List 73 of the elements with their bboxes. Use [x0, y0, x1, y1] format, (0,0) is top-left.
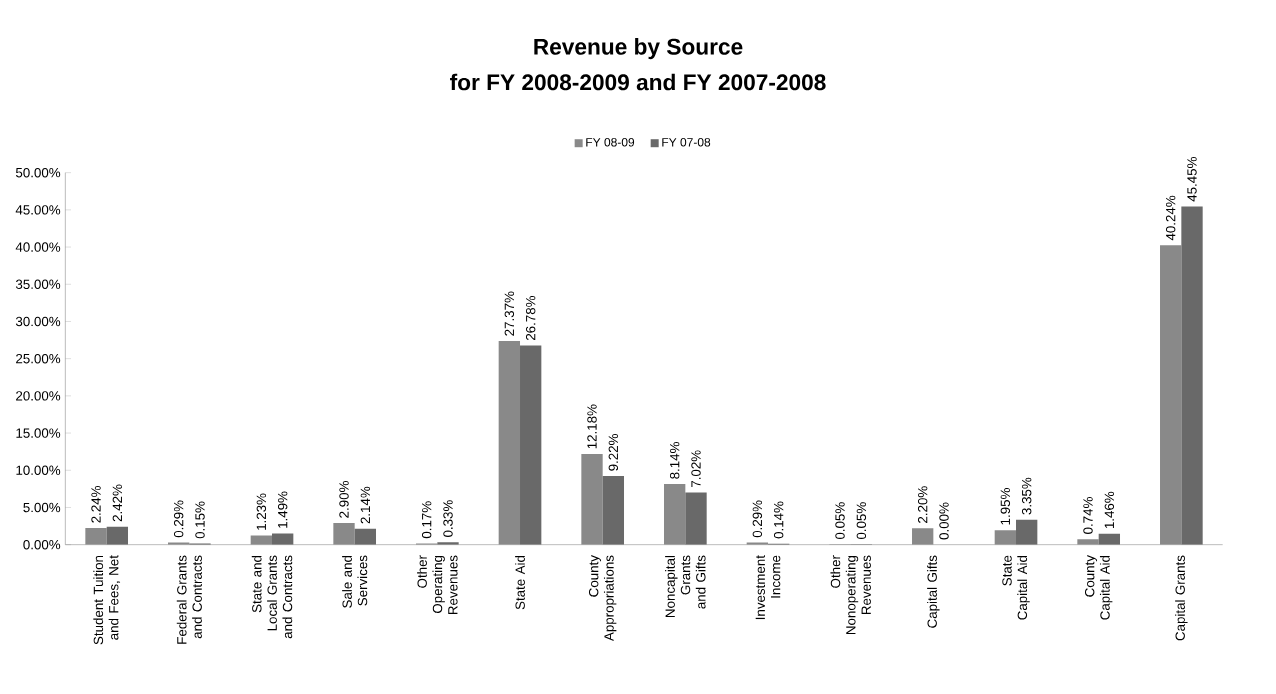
data-label: 12.18% — [587, 404, 597, 449]
data-label: 0.05% — [835, 502, 845, 540]
data-label: 0.14% — [773, 501, 784, 539]
bar — [1077, 539, 1099, 545]
y-tick-label: 40.00% — [15, 242, 61, 252]
data-label: 1.49% — [277, 491, 288, 528]
data-label: 0.17% — [421, 501, 432, 539]
chart-title: Revenue by Source — [534, 38, 743, 60]
data-label: 0.29% — [173, 500, 184, 538]
data-label: 2.24% — [91, 485, 101, 523]
data-label: 9.22% — [608, 434, 619, 471]
data-label: 1.46% — [1104, 491, 1115, 529]
y-tick-label: 45.00% — [15, 205, 61, 215]
x-tick-label: Capital Grants — [1175, 555, 1188, 641]
y-tick-label: 35.00% — [15, 279, 61, 289]
bar — [1181, 206, 1203, 545]
legend-label: FY 08-09 — [586, 138, 635, 147]
bar — [85, 528, 107, 545]
y-tick-label: 5.00% — [23, 502, 61, 513]
data-label: 7.02% — [691, 450, 701, 488]
data-label: 1.95% — [1000, 488, 1011, 525]
x-tick-label: Federal Grants and Contracts — [176, 555, 202, 644]
y-tick-label: 50.00% — [15, 167, 61, 178]
bar — [520, 345, 542, 545]
y-tick-label: 0.00% — [23, 539, 61, 550]
x-tick-label: Noncapital Grants and Gifts — [665, 555, 706, 617]
x-tick-label: Investment Income — [755, 555, 781, 620]
bar — [1160, 245, 1182, 545]
data-label: 0.15% — [195, 501, 205, 539]
data-label: 2.42% — [112, 484, 123, 522]
data-label: 3.35% — [1021, 477, 1032, 515]
bar — [1098, 533, 1121, 545]
bar — [664, 484, 686, 545]
x-tick-label: State Capital Aid — [1002, 555, 1030, 620]
y-tick-label: 30.00% — [15, 316, 61, 327]
x-tick-label: Sale and Services — [342, 555, 368, 608]
data-label: 27.37% — [504, 291, 515, 336]
data-label: 0.33% — [443, 500, 453, 537]
y-tick-label: 20.00% — [16, 391, 61, 401]
data-label: 2.14% — [360, 486, 371, 524]
bar — [106, 526, 129, 545]
data-label: 0.29% — [752, 500, 763, 538]
x-tick-label: County Appropriations — [588, 555, 617, 642]
data-label: 1.23% — [256, 493, 267, 530]
x-tick-label: Capital Gifts — [927, 555, 940, 628]
x-tick-label: Student Tuition and Fees, Net — [93, 555, 121, 645]
data-label: 2.90% — [339, 481, 349, 518]
y-tick-label: 25.00% — [16, 353, 61, 364]
bar — [498, 341, 521, 545]
data-label: 26.78% — [525, 295, 536, 341]
data-label: 0.00% — [939, 502, 949, 540]
data-label: 0.74% — [1083, 497, 1093, 534]
bar — [685, 492, 707, 545]
y-tick-label: 10.00% — [16, 465, 61, 475]
x-tick-label: State Aid — [515, 555, 525, 610]
bar — [333, 523, 355, 545]
bar — [994, 530, 1017, 545]
data-label: 40.24% — [1165, 195, 1176, 241]
data-label: 0.05% — [856, 502, 867, 540]
data-label: 2.20% — [917, 486, 928, 523]
x-tick-label: Other Operating Revenues — [417, 555, 458, 615]
x-tick-label: Other Nonoperating Revenues — [830, 555, 871, 635]
bar — [1016, 519, 1038, 545]
legend-label: FY 07-08 — [662, 138, 711, 147]
bar — [602, 476, 625, 545]
bar — [354, 528, 377, 545]
chart-subtitle: for FY 2008-2009 and FY 2007-2008 — [450, 73, 826, 91]
y-tick-label: 15.00% — [16, 428, 61, 438]
data-label: 45.45% — [1187, 157, 1197, 202]
bar — [912, 528, 934, 545]
x-tick-label: County Capital Aid — [1084, 555, 1113, 620]
bar — [581, 454, 603, 545]
data-label: 8.14% — [669, 442, 680, 479]
